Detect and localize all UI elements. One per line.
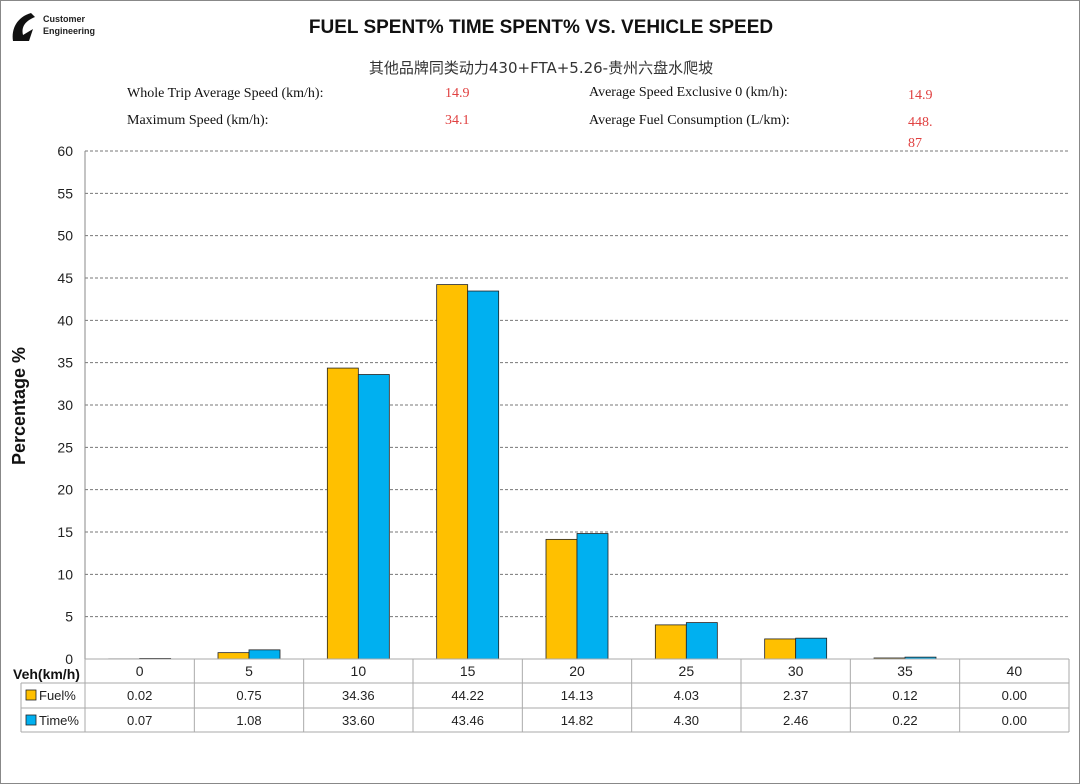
y-tick-label: 40 bbox=[57, 312, 73, 328]
logo-text: Customer Engineering bbox=[43, 14, 96, 36]
bar-fuel-5 bbox=[217, 652, 250, 660]
x-tick-label: 10 bbox=[351, 663, 367, 679]
x-tick-label: 25 bbox=[679, 663, 695, 679]
y-tick-label: 20 bbox=[57, 482, 73, 498]
table-cell: 0.02 bbox=[127, 688, 152, 703]
x-tick-label: 15 bbox=[460, 663, 476, 679]
table-cell: 1.08 bbox=[236, 713, 261, 728]
table-cell: 43.46 bbox=[451, 713, 484, 728]
legend-swatch-0 bbox=[25, 689, 37, 701]
chart-title: FUEL SPENT% TIME SPENT% VS. VEHICLE SPEE… bbox=[308, 17, 774, 38]
table-cell: 34.36 bbox=[342, 688, 375, 703]
x-tick-label: 40 bbox=[1007, 663, 1023, 679]
bar-fuel-20 bbox=[545, 538, 578, 660]
x-tick-label: 20 bbox=[569, 663, 585, 679]
avg-excl0-value: 14.9 bbox=[908, 88, 933, 103]
bar-time-5 bbox=[248, 649, 281, 660]
table-cell: 33.60 bbox=[342, 713, 375, 728]
whole-trip-value: 14.9 bbox=[445, 86, 470, 101]
chart-subtitle: 其他品牌同类动力430+FTA+5.26-贵州六盘水爬坡 bbox=[368, 59, 714, 77]
bar-fuel-25 bbox=[654, 624, 687, 660]
x-tick-label: 35 bbox=[897, 663, 913, 679]
x-tick-label: 30 bbox=[788, 663, 804, 679]
bar-time-30 bbox=[795, 637, 828, 660]
whole-trip-label: Whole Trip Average Speed (km/h): bbox=[127, 86, 324, 101]
table-cell: 0.00 bbox=[1002, 688, 1027, 703]
avg-fuel-value-2: 87 bbox=[908, 136, 922, 151]
table-cell: 14.82 bbox=[561, 713, 594, 728]
bar-time-20 bbox=[576, 533, 609, 660]
avg-fuel-value-1: 448. bbox=[908, 115, 933, 130]
y-tick-label: 60 bbox=[57, 143, 73, 159]
table-cell: 0.12 bbox=[892, 688, 917, 703]
x-axis-label: Veh(km/h) bbox=[13, 666, 80, 682]
table-cell: 4.03 bbox=[674, 688, 699, 703]
table-cell: 0.75 bbox=[236, 688, 261, 703]
y-tick-label: 5 bbox=[65, 609, 73, 625]
table-cell: 44.22 bbox=[451, 688, 484, 703]
x-tick-label: 5 bbox=[245, 663, 253, 679]
y-axis-label: Percentage % bbox=[9, 347, 29, 465]
table-cell: 0.07 bbox=[127, 713, 152, 728]
table-cell: 14.13 bbox=[561, 688, 594, 703]
y-tick-label: 10 bbox=[57, 566, 73, 582]
table-cell: 2.37 bbox=[783, 688, 808, 703]
table-cell: 4.30 bbox=[674, 713, 699, 728]
y-tick-label: 55 bbox=[57, 185, 73, 201]
legend-label: Time% bbox=[39, 713, 79, 728]
bar-time-10 bbox=[357, 374, 390, 660]
cummins-logo bbox=[12, 13, 35, 41]
y-tick-label: 35 bbox=[57, 355, 73, 371]
y-tick-label: 15 bbox=[57, 524, 73, 540]
table-cell: 2.46 bbox=[783, 713, 808, 728]
y-tick-label: 0 bbox=[65, 651, 73, 667]
max-speed-label: Maximum Speed (km/h): bbox=[127, 113, 269, 128]
max-speed-value: 34.1 bbox=[445, 113, 470, 128]
bar-fuel-30 bbox=[764, 638, 797, 660]
y-tick-label: 25 bbox=[57, 439, 73, 455]
table-cell: 0.22 bbox=[892, 713, 917, 728]
avg-excl0-label: Average Speed Exclusive 0 (km/h): bbox=[589, 85, 788, 100]
y-tick-label: 50 bbox=[57, 228, 73, 244]
bar-fuel-15 bbox=[436, 284, 469, 660]
avg-fuel-label: Average Fuel Consumption (L/km): bbox=[589, 113, 790, 128]
bar-time-25 bbox=[685, 622, 718, 660]
bar-time-15 bbox=[467, 290, 500, 660]
legend-label: Fuel% bbox=[39, 688, 76, 703]
table-cell: 0.00 bbox=[1002, 713, 1027, 728]
y-tick-label: 30 bbox=[57, 397, 73, 413]
bar-fuel-10 bbox=[326, 367, 359, 660]
legend-swatch-1 bbox=[25, 714, 37, 726]
x-tick-label: 0 bbox=[136, 663, 144, 679]
y-tick-label: 45 bbox=[57, 270, 73, 286]
